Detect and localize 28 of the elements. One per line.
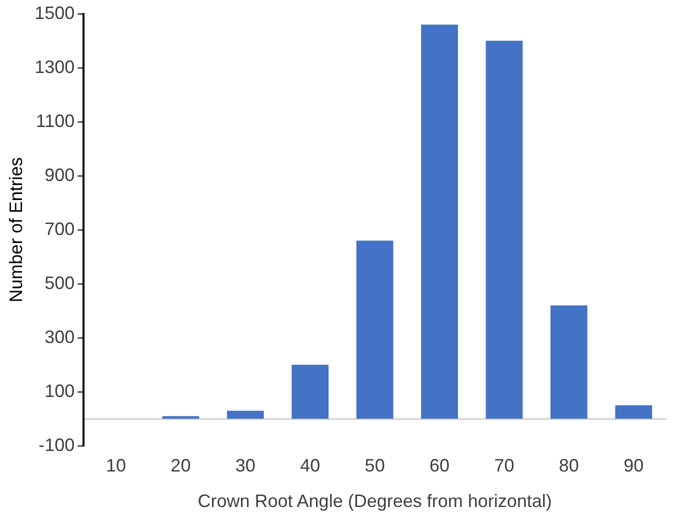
x-tick-label: 80 [558,456,579,476]
y-tick-label: 900 [44,164,75,185]
y-tick-label: 700 [44,218,75,239]
x-tick-label: 90 [624,456,644,476]
bar [421,24,458,419]
x-tick-label: 20 [170,456,191,476]
x-axis-title: Crown Root Angle (Degrees from horizontal) [198,491,552,512]
y-tick-label: 500 [44,272,75,293]
x-tick-label: 30 [235,456,256,476]
bar [162,416,200,419]
bar [292,364,329,419]
y-tick-label: 100 [44,380,75,401]
y-axis-title: Number of Entries [6,157,26,302]
x-tick-label: 50 [364,456,385,476]
y-tick-label: -100 [38,434,75,455]
y-tick-label: 1300 [34,56,75,77]
y-tick-label: 1500 [34,2,75,23]
y-tick-label: 300 [44,326,75,347]
bar [615,405,652,419]
x-tick-label: 60 [430,456,450,476]
bar [550,305,588,419]
y-tick-label: 1100 [36,110,75,131]
x-tick-label: 70 [494,456,514,476]
bar [226,410,264,419]
x-tick-label: 10 [106,456,126,476]
x-tick-label: 40 [300,456,320,476]
bar [356,240,394,419]
bar [486,40,523,419]
